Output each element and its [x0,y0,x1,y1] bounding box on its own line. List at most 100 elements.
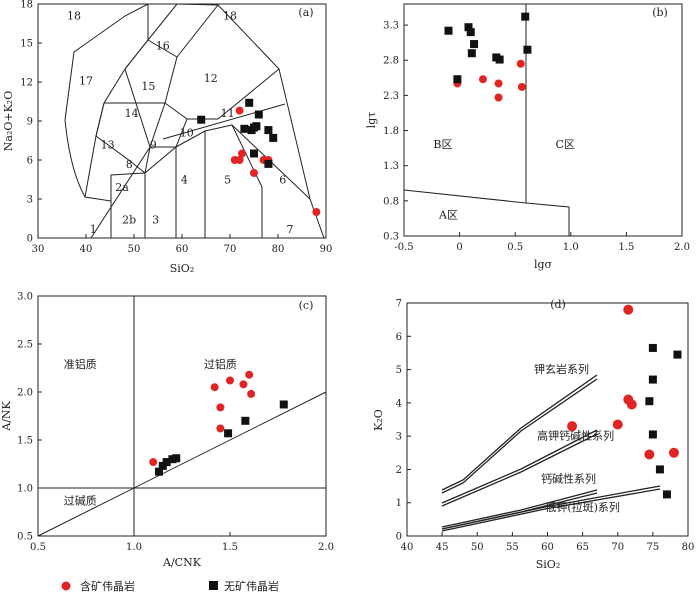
mineralized-point [226,376,234,385]
barren-point [154,467,163,476]
region-label: 14 [125,107,139,120]
x-tick-label: 1.5 [618,242,634,253]
x-tick-label: 40 [80,244,93,255]
mineralized-point [494,93,503,102]
y-tick-label: 3.3 [383,21,399,32]
barren-point [648,375,657,384]
x-tick-label: 0.5 [30,542,46,553]
y-tick-label: 7 [396,299,402,310]
panel-d-points [567,304,682,499]
panel-b-label: (b) [652,6,668,19]
barren-point [240,124,249,133]
panel-c-frame [37,295,327,537]
region-label: 8 [126,158,133,171]
barren-point [444,26,453,35]
x-tick-label: -0.5 [394,242,413,253]
panel-c-xlabel: A/CNK [162,556,202,569]
mineralized-point [668,447,679,458]
barren-point [673,350,682,359]
region-label: 钾玄岩系列 [534,362,589,376]
barren-point [464,23,473,32]
barren-point [648,430,657,439]
region-label: 13 [101,138,115,151]
y-tick-label: 15 [20,39,33,50]
barren-point [241,416,250,425]
barren-point [467,49,476,58]
barren-point [453,75,462,84]
barren-point [172,454,181,463]
mineralized-point [216,403,225,412]
region-label: 15 [141,80,155,93]
x-tick-label: 55 [506,542,519,553]
x-tick-label: 1.0 [563,242,579,253]
region-label: 3 [152,214,159,227]
mineralized-point [247,389,256,398]
region-label: 低钾(拉斑)系列 [545,500,620,514]
region-label: 1 [90,223,97,236]
x-tick-label: 65 [576,542,589,553]
region-label: 过铝质 [204,357,237,371]
y-tick-label: 0.3 [383,232,399,243]
region-label: 5 [224,173,231,186]
region-label: 过碱质 [64,494,97,507]
mineralized-point [235,156,244,164]
tas-field-labels: 18 18 16 17 15 12 14 11 13 9 10 8 2a 2b 3 4 5 6 7 1 [67,10,294,236]
region-label: 17 [79,75,93,88]
x-tick-label: 45 [436,542,449,553]
panel-d-xlabel: SiO₂ [536,558,560,571]
y-tick-label: 5 [396,365,402,376]
y-tick-label: 6 [396,332,402,343]
panel-c-ylabel: A/NK [0,400,13,431]
y-tick-label: 2.3 [383,91,399,102]
region-label: B区 [433,138,452,151]
region-label: C区 [556,138,575,151]
y-tick-label: 0 [396,532,402,543]
x-tick-label: 0 [456,242,462,253]
mineralized-point [517,82,526,91]
legend-mineralized-label: 含矿伟晶岩 [80,579,135,593]
panel-b-frame [403,3,683,237]
y-tick-label: 3 [27,195,33,206]
panel-b-points [444,12,532,102]
y-tick-label: 1.8 [383,126,399,137]
y-tick-label: 4 [396,398,402,409]
y-tick-label: 9 [27,117,33,128]
panel-d-ylabel: K₂O [372,409,385,431]
mineralized-point [516,59,525,68]
barren-point [264,159,273,168]
barren-point [470,40,479,49]
mineralized-point [626,399,637,410]
y-tick-label: 2.0 [17,388,33,399]
x-tick-label: 2.0 [674,242,690,253]
legend-mineralized-marker [61,581,71,591]
mineralized-point [478,75,487,84]
panel-b-ticks: -0.5 0 0.5 1.0 1.5 2.0 0.3 0.8 1.3 1.8 2.3 2.8 3.3 [383,21,690,253]
region-label: 2a [115,181,129,194]
barren-point [523,45,532,54]
region-label: 18 [67,10,81,23]
region-label: 4 [181,173,188,186]
x-tick-label: 75 [647,542,660,553]
panel-d-label: (d) [550,298,566,311]
region-label: 准铝质 [64,357,97,371]
mineralized-point [567,421,578,432]
barren-point [655,465,664,474]
mineralized-point [239,380,248,389]
y-tick-label: 12 [20,78,33,89]
y-tick-label: 2.8 [383,56,399,67]
alumina-saturation-lines [37,296,327,537]
x-tick-label: 30 [32,244,45,255]
y-tick-label: 3.0 [17,292,33,303]
barren-point [254,110,263,119]
panel-a-points [197,98,321,216]
barren-point [521,12,530,21]
barren-point [224,429,233,438]
x-tick-label: 60 [541,542,554,553]
region-label: 12 [204,72,218,85]
